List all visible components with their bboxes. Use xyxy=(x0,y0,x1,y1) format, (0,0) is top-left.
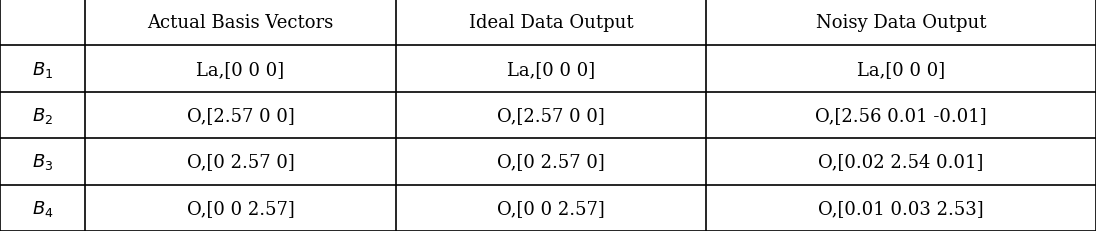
Text: $B_1$: $B_1$ xyxy=(32,59,54,79)
Text: O,[2.57 0 0]: O,[2.57 0 0] xyxy=(186,106,295,125)
Text: La,[0 0 0]: La,[0 0 0] xyxy=(857,60,945,78)
Text: La,[0 0 0]: La,[0 0 0] xyxy=(196,60,285,78)
Text: $B_4$: $B_4$ xyxy=(32,198,54,218)
Text: Ideal Data Output: Ideal Data Output xyxy=(469,14,633,32)
Text: O,[0 2.57 0]: O,[0 2.57 0] xyxy=(498,153,605,171)
Text: Actual Basis Vectors: Actual Basis Vectors xyxy=(147,14,333,32)
Text: La,[0 0 0]: La,[0 0 0] xyxy=(507,60,595,78)
Text: O,[2.56 0.01 -0.01]: O,[2.56 0.01 -0.01] xyxy=(815,106,987,125)
Text: O,[0.02 2.54 0.01]: O,[0.02 2.54 0.01] xyxy=(819,153,984,171)
Text: O,[0 0 2.57]: O,[0 0 2.57] xyxy=(186,199,295,217)
Text: O,[0 0 2.57]: O,[0 0 2.57] xyxy=(498,199,605,217)
Text: $B_2$: $B_2$ xyxy=(32,106,54,125)
Text: $B_3$: $B_3$ xyxy=(32,152,54,172)
Text: O,[0 2.57 0]: O,[0 2.57 0] xyxy=(186,153,295,171)
Text: O,[2.57 0 0]: O,[2.57 0 0] xyxy=(498,106,605,125)
Text: O,[0.01 0.03 2.53]: O,[0.01 0.03 2.53] xyxy=(819,199,984,217)
Text: Noisy Data Output: Noisy Data Output xyxy=(815,14,986,32)
